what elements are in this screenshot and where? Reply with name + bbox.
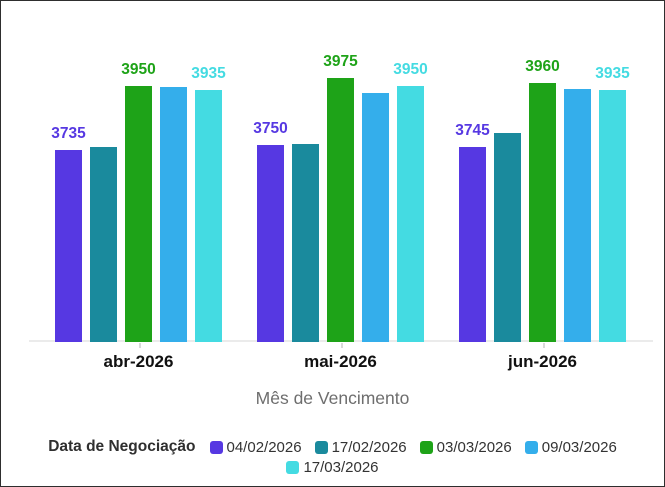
- legend-label: 04/02/2026: [226, 438, 302, 456]
- bar-slot: 3935: [595, 65, 630, 342]
- bar-03-03-2026-jun-2026[interactable]: [529, 82, 556, 342]
- bar-04-02-2026-mai-2026[interactable]: [257, 145, 284, 342]
- bar-slot: [90, 74, 117, 342]
- bar-slot: [160, 74, 187, 342]
- legend-label: 17/03/2026: [303, 459, 379, 476]
- bar-slot: 3960: [525, 58, 560, 342]
- legend: Data de Negociação 04/02/2026 17/02/2026 0…: [1, 438, 664, 476]
- bar-03-03-2026-mai-2026[interactable]: [327, 78, 354, 342]
- bar-04-02-2026-jun-2026[interactable]: [459, 146, 486, 342]
- legend-swatch: [419, 440, 433, 454]
- x-axis-tick: [340, 343, 343, 348]
- bar-03-03-2026-abr-2026[interactable]: [125, 85, 152, 342]
- bar-value-label: 3950: [121, 60, 156, 78]
- legend-item-04-02-2026[interactable]: 04/02/2026: [209, 438, 302, 456]
- bar-09-03-2026-mai-2026[interactable]: [362, 93, 389, 342]
- legend-item-17-02-2026[interactable]: 17/02/2026: [314, 438, 407, 456]
- bar-slot: [292, 74, 319, 342]
- bar-value-label: 3950: [393, 60, 428, 78]
- bar-slot: 3950: [121, 61, 156, 342]
- bar-group-abr-2026: 3735 3950 3935 abr-2026: [51, 61, 226, 371]
- bar-slot: [494, 74, 521, 342]
- bar-17-02-2026-abr-2026[interactable]: [90, 146, 117, 342]
- bar-slot: 3750: [253, 74, 288, 342]
- bar-value-label: 3750: [253, 120, 288, 138]
- x-axis-tick: [542, 343, 545, 348]
- legend-row-2: 17/03/2026: [286, 459, 379, 476]
- bar-groups: 3735 3950 3935 abr-2026 3750 3975 3950 mai-2026…: [29, 53, 653, 371]
- legend-label: 17/02/2026: [331, 438, 407, 456]
- legend-row-1: Data de Negociação 04/02/2026 17/02/2026 0…: [48, 438, 617, 456]
- legend-item-17-03-2026[interactable]: 17/03/2026: [286, 459, 379, 476]
- bar-09-03-2026-abr-2026[interactable]: [160, 87, 187, 342]
- category-label-mai-2026: mai-2026: [304, 352, 377, 371]
- legend-label: 09/03/2026: [541, 438, 617, 456]
- bar-slot: 3935: [191, 65, 226, 342]
- category-label-jun-2026: jun-2026: [508, 352, 577, 371]
- bar-17-03-2026-jun-2026[interactable]: [599, 90, 626, 342]
- legend-title: Data de Negociação: [48, 438, 196, 455]
- bar-slot: 3950: [393, 61, 428, 342]
- bar-value-label: 3745: [455, 121, 490, 139]
- legend-swatch: [286, 461, 300, 474]
- bar-09-03-2026-jun-2026[interactable]: [564, 88, 591, 342]
- category-label-abr-2026: abr-2026: [103, 352, 174, 371]
- bar-17-03-2026-mai-2026[interactable]: [397, 85, 424, 342]
- bar-slot: [362, 74, 389, 342]
- legend-label: 03/03/2026: [436, 438, 512, 456]
- bar-value-label: 3735: [51, 124, 86, 142]
- bar-slot: 3735: [51, 74, 86, 342]
- legend-swatch: [524, 440, 538, 454]
- bar-17-02-2026-jun-2026[interactable]: [494, 133, 521, 342]
- legend-swatch: [314, 440, 328, 454]
- bar-slot: 3745: [455, 74, 490, 342]
- legend-swatch: [209, 440, 223, 454]
- x-axis-tick: [138, 343, 141, 348]
- bar-group-jun-2026: 3745 3960 3935 jun-2026: [455, 58, 630, 371]
- legend-item-03-03-2026[interactable]: 03/03/2026: [419, 438, 512, 456]
- bar-slot: [564, 74, 591, 342]
- bar-value-label: 3960: [525, 57, 560, 75]
- plot-area: 3735 3950 3935 abr-2026 3750 3975 3950 mai-2026…: [29, 53, 653, 371]
- bar-value-label: 3935: [595, 65, 630, 83]
- bar-group-mai-2026: 3750 3975 3950 mai-2026: [253, 53, 428, 371]
- bar-value-label: 3935: [191, 65, 226, 83]
- bar-slot: 3975: [323, 53, 358, 342]
- x-axis-title: Mês de Vencimento: [255, 388, 410, 408]
- bar-04-02-2026-abr-2026[interactable]: [55, 149, 82, 342]
- legend-item-09-03-2026[interactable]: 09/03/2026: [524, 438, 617, 456]
- bar-value-label: 3975: [323, 53, 358, 71]
- bar-17-02-2026-mai-2026[interactable]: [292, 143, 319, 342]
- bar-17-03-2026-abr-2026[interactable]: [195, 90, 222, 342]
